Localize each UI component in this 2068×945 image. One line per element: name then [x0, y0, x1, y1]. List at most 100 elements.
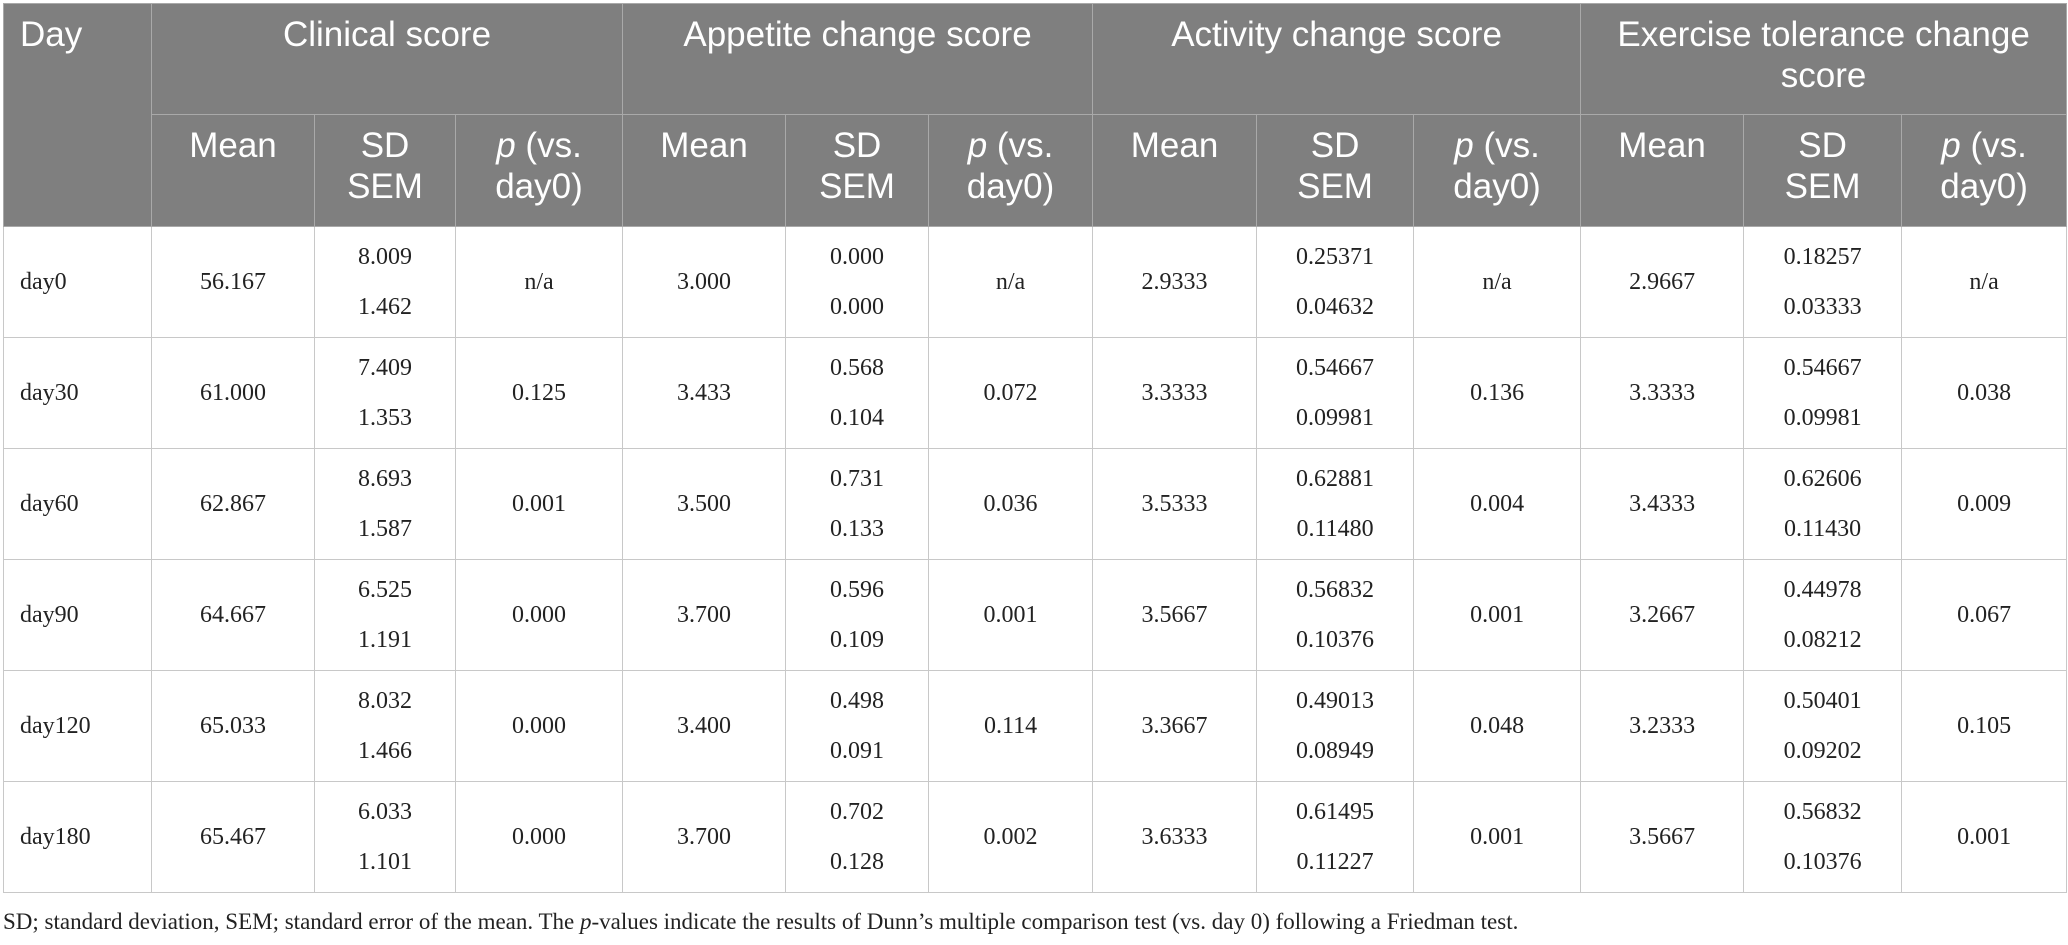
sem-value: 0.104: [830, 405, 885, 431]
appetite-mean-cell: 3.700: [622, 781, 787, 893]
clinical-mean-cell: 61.000: [151, 337, 315, 449]
sem-value: 1.587: [358, 516, 412, 542]
day-cell: day90: [3, 559, 152, 671]
sd-value: 0.61495: [1296, 799, 1375, 825]
clinical-p-cell: 0.125: [454, 337, 624, 449]
p-italic: p: [967, 126, 988, 165]
clinical-mean-cell: 56.167: [151, 226, 315, 338]
sd-label: SD: [1310, 126, 1360, 165]
sem-value: 0.08949: [1296, 738, 1375, 764]
table-header: Day Clinical score Appetite change score…: [3, 3, 2068, 227]
exercise-p-cell: 0.105: [1901, 670, 2068, 782]
appetite-sd-sem-cell: 0.000 0.000: [785, 226, 930, 338]
exercise-p-cell: n/a: [1901, 226, 2068, 338]
sem-value: 0.10376: [1783, 849, 1862, 875]
activity-sd-sem-cell: 0.49013 0.08949: [1256, 670, 1415, 782]
appetite-p-cell: 0.002: [928, 781, 1094, 893]
clinical-mean-cell: 64.667: [151, 559, 315, 671]
appetite-p-cell: 0.001: [928, 559, 1094, 671]
sem-value: 0.128: [830, 849, 885, 875]
appetite-p-cell: 0.072: [928, 337, 1094, 449]
footnote-part2: -values indicate the results of Dunn’s m…: [591, 909, 1519, 934]
footnote-p-italic: p: [580, 909, 592, 934]
table-row: day60 62.867 8.693 1.587 0.001 3.500 0.731 0.13…: [3, 448, 2068, 560]
activity-mean-cell: 3.3333: [1092, 337, 1258, 449]
sem-label: SEM: [1784, 167, 1861, 206]
exercise-sd-sem-cell: 0.50401 0.09202: [1743, 670, 1903, 782]
activity-change-header: Activity change score: [1092, 3, 1582, 115]
exercise-p-cell: 0.009: [1901, 448, 2068, 560]
exercise-p-cell: 0.067: [1901, 559, 2068, 671]
header-row-subcolumns: Mean SD SEM p (vs. day0) Mean SD SEM p (vs. day…: [4, 114, 2068, 227]
sd-value: 0.702: [830, 799, 885, 825]
sem-value: 0.08212: [1783, 627, 1862, 653]
sem-value: 0.04632: [1296, 294, 1375, 320]
exercise-tolerance-header: Exercise tolerance change score: [1580, 3, 2068, 115]
sd-value: 0.50401: [1783, 688, 1862, 714]
exercise-mean-cell: 3.4333: [1580, 448, 1745, 560]
sem-value: 0.091: [830, 738, 885, 764]
sd-value: 0.000: [830, 244, 885, 270]
appetite-sd-sem-header: SD SEM: [785, 114, 930, 227]
activity-sd-sem-cell: 0.56832 0.10376: [1256, 559, 1415, 671]
appetite-p-cell: 0.114: [928, 670, 1094, 782]
appetite-change-header: Appetite change score: [622, 3, 1094, 115]
appetite-sd-sem-cell: 0.596 0.109: [785, 559, 930, 671]
sem-value: 1.191: [358, 627, 412, 653]
sd-value: 7.409: [358, 355, 412, 381]
sem-value: 0.000: [830, 294, 885, 320]
sd-value: 0.56832: [1296, 577, 1375, 603]
activity-p-cell: 0.136: [1413, 337, 1582, 449]
day-cell: day0: [3, 226, 152, 338]
clinical-sd-sem-cell: 6.525 1.191: [314, 559, 456, 671]
exercise-sd-sem-cell: 0.44978 0.08212: [1743, 559, 1903, 671]
activity-mean-cell: 2.9333: [1092, 226, 1258, 338]
sem-value: 1.466: [358, 738, 412, 764]
exercise-sd-sem-cell: 0.56832 0.10376: [1743, 781, 1903, 893]
appetite-mean-header: Mean: [622, 114, 787, 227]
day-cell: day180: [3, 781, 152, 893]
p-italic: p: [496, 126, 516, 165]
clinical-sd-sem-header: SD SEM: [314, 114, 456, 227]
table-body: day0 56.167 8.009 1.462 n/a 3.000 0.000 0.000 n/…: [3, 226, 2068, 893]
sd-value: 0.62606: [1783, 466, 1862, 492]
p-rest: (vs. day0): [966, 126, 1055, 206]
p-rest: (vs. day0): [495, 126, 583, 206]
activity-mean-cell: 3.5333: [1092, 448, 1258, 560]
exercise-mean-header: Mean: [1580, 114, 1745, 227]
activity-p-cell: 0.004: [1413, 448, 1582, 560]
table-row: day120 65.033 8.032 1.466 0.000 3.400 0.498 0.0…: [3, 670, 2068, 782]
sem-label: SEM: [1297, 167, 1373, 206]
p-italic: p: [1454, 126, 1474, 165]
activity-p-cell: n/a: [1413, 226, 1582, 338]
sd-label: SD: [360, 126, 410, 165]
day-cell: day30: [3, 337, 152, 449]
sd-value: 0.731: [830, 466, 885, 492]
clinical-mean-cell: 62.867: [151, 448, 315, 560]
sd-value: 6.033: [358, 799, 412, 825]
appetite-mean-cell: 3.400: [622, 670, 787, 782]
sd-value: 0.498: [830, 688, 885, 714]
table-row: day30 61.000 7.409 1.353 0.125 3.433 0.568 0.10…: [3, 337, 2068, 449]
clinical-p-cell: 0.000: [454, 781, 624, 893]
exercise-sd-sem-cell: 0.54667 0.09981: [1743, 337, 1903, 449]
activity-sd-sem-header: SD SEM: [1256, 114, 1415, 227]
appetite-mean-cell: 3.500: [622, 448, 787, 560]
activity-p-cell: 0.001: [1413, 559, 1582, 671]
exercise-p-cell: 0.001: [1901, 781, 2068, 893]
exercise-mean-cell: 3.5667: [1580, 781, 1745, 893]
activity-sd-sem-cell: 0.62881 0.11480: [1256, 448, 1415, 560]
sem-value: 1.462: [358, 294, 412, 320]
activity-p-cell: 0.001: [1413, 781, 1582, 893]
sem-label: SEM: [347, 167, 423, 206]
sd-value: 8.693: [358, 466, 412, 492]
sd-value: 0.54667: [1783, 355, 1862, 381]
clinical-mean-header: Mean: [151, 114, 315, 227]
exercise-mean-cell: 3.2333: [1580, 670, 1745, 782]
day-cell: day120: [3, 670, 152, 782]
sem-value: 0.09202: [1783, 738, 1862, 764]
results-table: Day Clinical score Appetite change score…: [3, 3, 2068, 893]
sd-value: 0.568: [830, 355, 885, 381]
sem-value: 0.133: [830, 516, 885, 542]
sd-label: SD: [1798, 126, 1847, 165]
